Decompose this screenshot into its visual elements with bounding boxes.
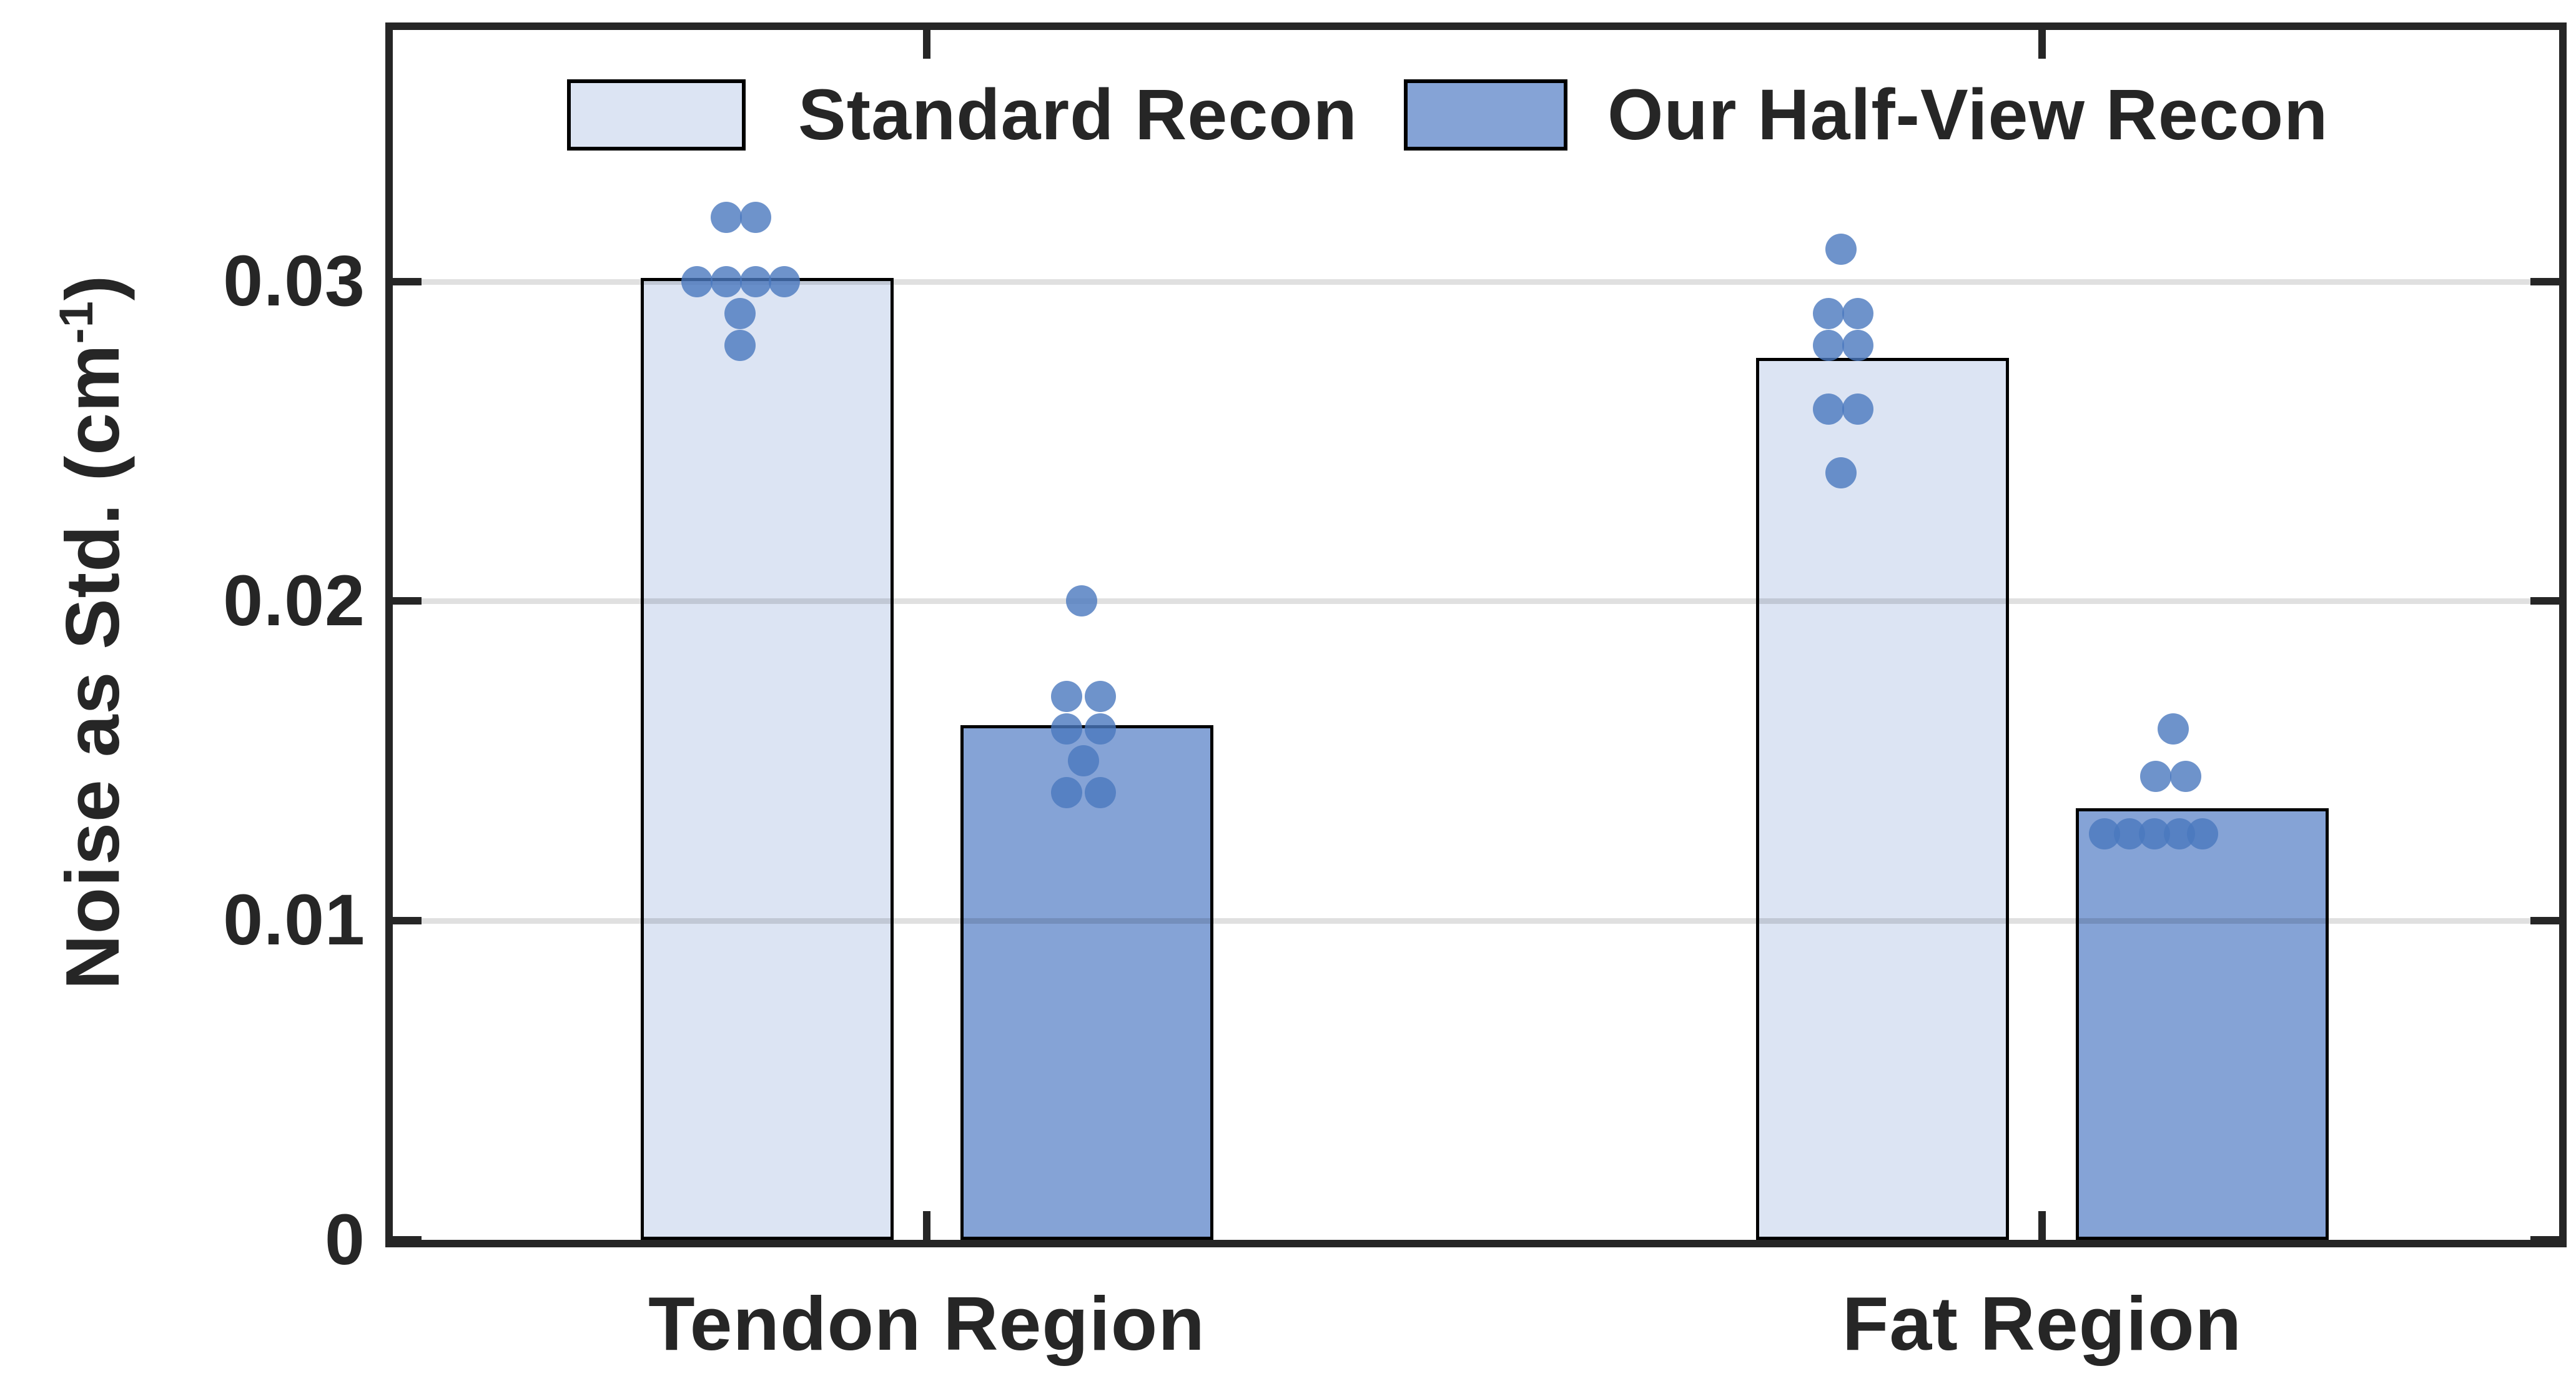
scatter-point [2170,761,2201,793]
scatter-point [1842,297,1873,329]
bar-our-half-view-recon-fat-region [2075,808,2329,1240]
scatter-point [1051,776,1082,808]
scatter-point [1066,585,1097,616]
ytick-mark-left-0.01 [393,916,422,924]
xtick-label-fat-region: Fat Region [1842,1281,2243,1366]
scatter-point [681,265,713,297]
scatter-point [1825,457,1857,489]
scatter-point [1813,329,1844,361]
scatter-point [740,265,771,297]
scatter-point [711,265,742,297]
scatter-point [1085,681,1116,713]
xtick-mark-bottom-0 [923,1211,930,1240]
xtick-mark-top-1 [2038,30,2046,59]
scatter-point [711,202,742,234]
scatter-point [724,297,756,329]
scatter-point [1051,681,1082,713]
scatter-point [1842,393,1873,425]
ytick-mark-right-0.03 [2530,277,2559,285]
ytick-mark-right-0 [2530,1236,2559,1244]
ytick-mark-right-0.01 [2530,916,2559,924]
gridline-y-0.03 [393,279,2559,285]
legend-label-standard-recon: Standard Recon [798,75,1358,155]
scatter-point [1813,297,1844,329]
ytick-mark-left-0.03 [393,277,422,285]
legend-label-half-view-recon: Our Half-View Recon [1607,75,2329,155]
scatter-point [1813,393,1844,425]
xtick-label-tendon-region: Tendon Region [648,1281,1205,1366]
scatter-point [1085,713,1116,745]
bar-our-half-view-recon-tendon-region [960,725,1213,1240]
ytick-label-0p03: 0.03 [223,241,365,321]
ytick-label-0: 0 [325,1200,365,1280]
scatter-point [1825,234,1857,265]
scatter-point [1085,776,1116,808]
scatter-point [740,202,771,234]
scatter-point [1068,745,1099,776]
legend-swatch-standard-recon [567,79,746,151]
xtick-mark-top-0 [923,30,930,59]
scatter-point [724,329,756,361]
ytick-label-0p02: 0.02 [223,561,365,641]
scatter-point [1842,329,1873,361]
ytick-mark-left-0.02 [393,597,422,605]
xtick-mark-bottom-1 [2038,1211,2046,1240]
legend-swatch-half-view-recon [1404,79,1567,151]
ytick-label-0p01: 0.01 [223,880,365,960]
ytick-mark-left-0 [393,1236,422,1244]
scatter-point [769,265,800,297]
scatter-point [2140,761,2171,793]
gridline-y-0.01 [393,918,2559,924]
scatter-point [2187,818,2218,850]
ytick-mark-right-0.02 [2530,597,2559,605]
gridline-y-0.02 [393,598,2559,604]
scatter-point [1051,713,1082,745]
bar-standard-recon-fat-region [1755,358,2009,1240]
scatter-point [2158,713,2189,745]
bar-standard-recon-tendon-region [640,278,894,1240]
